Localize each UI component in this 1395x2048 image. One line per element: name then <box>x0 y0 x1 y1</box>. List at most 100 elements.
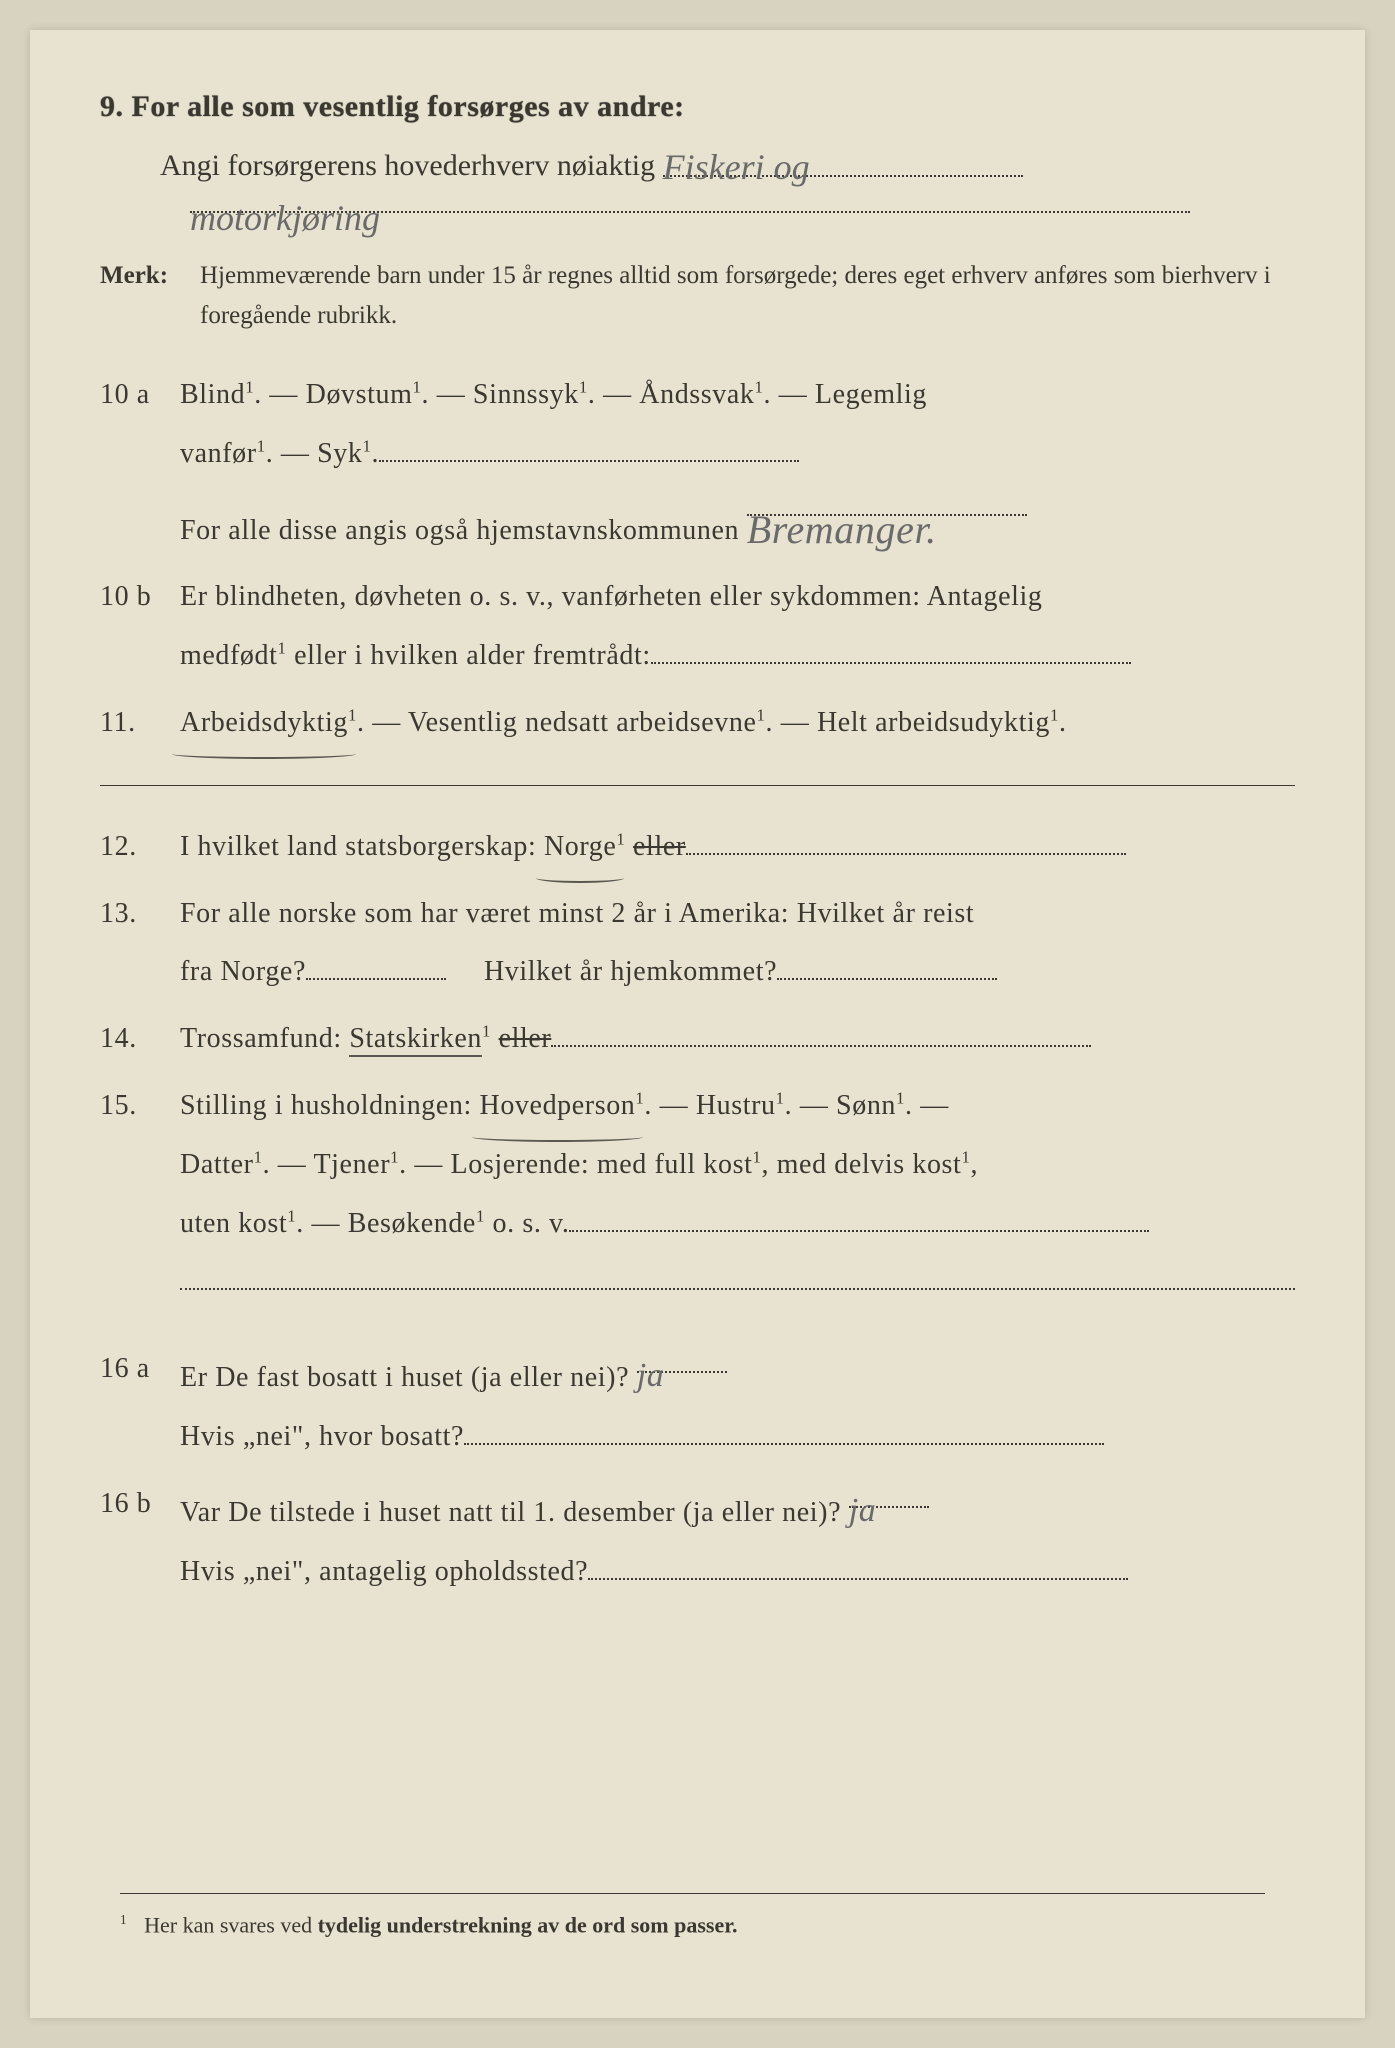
q13-row: 13. For alle norske som har været minst … <box>100 885 1295 1003</box>
q10b-body: Er blindheten, døvheten o. s. v., vanfør… <box>180 568 1295 686</box>
q10a-body: Blind1. — Døvstum1. — Sinnssyk1. — Åndss… <box>180 366 1295 560</box>
q10b-row: 10 b Er blindheten, døvheten o. s. v., v… <box>100 568 1295 686</box>
q16b-fill2 <box>588 1552 1128 1579</box>
q10a-hjemstavn-fill: Bremanger. <box>747 484 1027 517</box>
q9-handwritten-1: Fiskeri og <box>663 146 810 188</box>
q16a-text1: Er De fast bosatt i huset (ja eller nei)… <box>180 1362 629 1393</box>
q15-comma: , <box>970 1149 978 1180</box>
q15-hustru: . — Hustru <box>644 1090 775 1121</box>
q14-num: 14. <box>100 1010 180 1069</box>
footnote-text-b: tydelig understrekning av de ord som pas… <box>318 1912 738 1937</box>
q16b-num: 16 b <box>100 1475 180 1602</box>
q14-text: Trossamfund: <box>180 1023 349 1054</box>
q11-opt-arbeidsdyktig: Arbeidsdyktig <box>180 694 348 753</box>
q11-num: 11. <box>100 694 180 753</box>
q15-fill-2 <box>180 1263 1295 1290</box>
q13-fill-a <box>306 953 446 980</box>
q16b-body: Var De tilstede i huset natt til 1. dese… <box>180 1475 1295 1602</box>
q16a-body: Er De fast bosatt i huset (ja eller nei)… <box>180 1340 1295 1467</box>
q11-row: 11. Arbeidsdyktig1. — Vesentlig nedsatt … <box>100 694 1295 753</box>
q10a-opt-blind: Blind <box>180 379 245 410</box>
q14-row: 14. Trossamfund: Statskirken1 eller <box>100 1010 1295 1069</box>
q10a-hjemstavn-label: For alle disse angis også hjemstavnskomm… <box>180 515 739 546</box>
q13-fill-b <box>777 953 997 980</box>
q10a-opt-sinnssyk: . — Sinnssyk <box>422 379 579 410</box>
q13-num: 13. <box>100 885 180 1003</box>
q14-opt-statskirken: Statskirken <box>349 1023 482 1057</box>
q9-fill-2: motorkjøring <box>190 193 1190 213</box>
q16a-answer-fill: ja <box>637 1340 727 1373</box>
q15-datter: Datter <box>180 1149 254 1180</box>
q13-text1: For alle norske som har været minst 2 år… <box>180 898 974 929</box>
q15-uten-kost: uten kost <box>180 1208 287 1239</box>
q16a-row: 16 a Er De fast bosatt i huset (ja eller… <box>100 1340 1295 1467</box>
q15-tjener: . — Tjener <box>263 1149 391 1180</box>
q10a-opt-andssvak: . — Åndssvak <box>588 379 755 410</box>
q15-body: Stilling i husholdningen: Hovedperson1. … <box>180 1077 1295 1312</box>
q11-opt-nedsatt: . — Vesentlig nedsatt arbeidsevne <box>357 707 757 738</box>
q9-title: For alle som vesentlig forsørges av andr… <box>132 90 685 123</box>
q10b-text2: eller i hvilken alder fremtrådt: <box>287 640 651 671</box>
q10b-text1: Er blindheten, døvheten o. s. v., vanfør… <box>180 581 1043 612</box>
merk-note: Merk: Hjemmeværende barn under 15 år reg… <box>100 256 1295 336</box>
q10a-num: 10 a <box>100 366 180 560</box>
q15-losjerende-full: . — Losjerende: med full kost <box>399 1149 752 1180</box>
q16a-handwritten: ja <box>637 1357 665 1394</box>
q15-dash1: . — <box>905 1090 949 1121</box>
q10b-medfodt: medfødt <box>180 640 278 671</box>
merk-text: Hjemmeværende barn under 15 år regnes al… <box>200 256 1295 336</box>
q16a-text2: Hvis „nei", hvor bosatt? <box>180 1421 464 1452</box>
q10a-handwritten: Bremanger. <box>747 488 937 572</box>
q9-heading: 9. For alle som vesentlig forsørges av a… <box>100 90 1295 124</box>
divider-1 <box>100 785 1295 786</box>
q14-fill <box>551 1020 1091 1047</box>
q10a-fill-syk <box>379 435 799 462</box>
q9-handwritten-row2: motorkjøring <box>190 193 1295 231</box>
q16b-handwritten: ja <box>849 1492 877 1529</box>
q15-fill <box>569 1204 1149 1231</box>
q12-row: 12. I hvilket land statsborgerskap: Norg… <box>100 818 1295 877</box>
q16b-answer-fill: ja <box>849 1475 929 1508</box>
q12-opt-norge: Norge <box>544 818 616 877</box>
q16a-fill2 <box>464 1418 1104 1445</box>
footnote-text-a: Her kan svares ved <box>144 1912 318 1937</box>
q15-text1a: Stilling i husholdningen: <box>180 1090 480 1121</box>
merk-label: Merk: <box>100 256 200 336</box>
q11-opt-udyktig: . — Helt arbeidsudyktig <box>766 707 1050 738</box>
q9-sub-label: Angi forsørgerens hovederhverv nøiaktig <box>160 149 655 182</box>
q16b-row: 16 b Var De tilstede i huset natt til 1.… <box>100 1475 1295 1602</box>
q16b-text2: Hvis „nei", antagelig opholdssted? <box>180 1556 588 1587</box>
q13-body: For alle norske som har været minst 2 år… <box>180 885 1295 1003</box>
footnote: 1 Her kan svares ved tydelig understrekn… <box>120 1893 1265 1938</box>
q9-subline: Angi forsørgerens hovederhverv nøiaktig … <box>160 142 1295 183</box>
q15-besokende: . — Besøkende <box>296 1208 476 1239</box>
q10b-num: 10 b <box>100 568 180 686</box>
q10a-row: 10 a Blind1. — Døvstum1. — Sinnssyk1. — … <box>100 366 1295 560</box>
q12-num: 12. <box>100 818 180 877</box>
q15-osv: o. s. v. <box>485 1208 569 1239</box>
q13-text2b: Hvilket år hjemkommet? <box>484 956 777 987</box>
q10a-opt-syk: . — Syk <box>266 438 363 469</box>
q14-body: Trossamfund: Statskirken1 eller <box>180 1010 1295 1069</box>
q15-sonn: . — Sønn <box>785 1090 896 1121</box>
q10a-opt-vanfor: vanfør <box>180 438 257 469</box>
q11-body: Arbeidsdyktig1. — Vesentlig nedsatt arbe… <box>180 694 1295 753</box>
q13-text2a: fra Norge? <box>180 956 306 987</box>
form-page: 9. For alle som vesentlig forsørges av a… <box>30 30 1365 2018</box>
q10a-opt-legemlig: . — Legemlig <box>764 379 928 410</box>
q10a-opt-dovstum: . — Døvstum <box>254 379 412 410</box>
q12-text: I hvilket land statsborgerskap: <box>180 831 544 862</box>
q9-number: 9. <box>100 90 124 123</box>
q9-handwritten-2: motorkjøring <box>190 197 380 239</box>
q14-eller: eller <box>499 1023 552 1054</box>
q15-row: 15. Stilling i husholdningen: Hovedperso… <box>100 1077 1295 1312</box>
q16a-num: 16 a <box>100 1340 180 1467</box>
q10b-fill <box>651 637 1131 664</box>
q15-delvis: , med delvis kost <box>761 1149 961 1180</box>
q12-fill <box>686 828 1126 855</box>
q12-body: I hvilket land statsborgerskap: Norge1 e… <box>180 818 1295 877</box>
q15-num: 15. <box>100 1077 180 1312</box>
footnote-marker: 1 <box>120 1912 127 1927</box>
q16b-text1: Var De tilstede i huset natt til 1. dese… <box>180 1497 841 1528</box>
q10a-dot: . <box>371 438 379 469</box>
